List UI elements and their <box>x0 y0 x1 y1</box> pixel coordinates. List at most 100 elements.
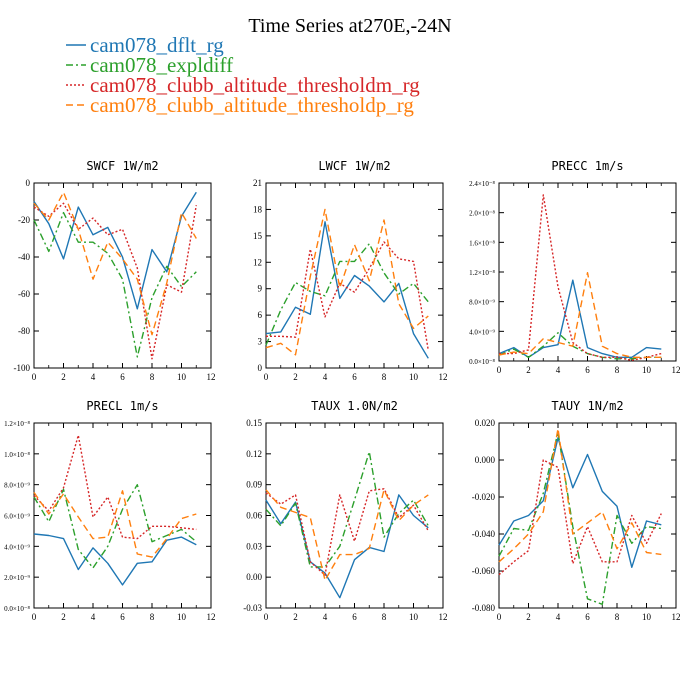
x-tick-label-4-5: 10 <box>409 612 419 622</box>
x-tick-label-0-4: 8 <box>150 372 155 382</box>
x-tick-label-4-0: 0 <box>264 612 269 622</box>
x-tick-label-0-6: 12 <box>207 372 216 382</box>
x-tick-label-0-3: 6 <box>120 372 125 382</box>
panel-2: PRECC 1m/s 0 2 4 6 8 10 12 0.0×10⁻⁸ 4.0×10⁻⁹ 8.0×1… <box>469 159 680 375</box>
x-tick-label-5-0: 0 <box>497 612 502 622</box>
y-tick-label-5-2: -0.040 <box>472 529 496 539</box>
plot-frame-4 <box>265 422 444 609</box>
plot-frame-5 <box>498 422 677 609</box>
series-line-1-3 <box>265 208 429 356</box>
series-line-5-0 <box>498 437 662 568</box>
x-tick-label-1-5: 10 <box>409 372 419 382</box>
y-tick-label-5-5: 0.020 <box>475 418 496 428</box>
plot-frame-3 <box>33 422 212 609</box>
panel-5: TAUY 1N/m2 0 2 4 6 8 10 12 -0.080 -0.060 -0.040 -0.… <box>472 399 681 622</box>
y-tick-label-3-4: 8.0×10⁻⁹ <box>4 482 30 490</box>
y-tick-label-1-6: 18 <box>253 204 263 214</box>
x-tick-label-5-5: 10 <box>642 612 652 622</box>
x-tick-label-5-3: 6 <box>585 612 590 622</box>
chart-panels: SWCF 1W/m20 2 4 6 8 10 12-100-80-60-40-200LWCF… <box>4 159 680 622</box>
y-tick-label-4-0: -0.03 <box>243 603 262 613</box>
y-tick-label-2-3: 1.2×10⁻⁸ <box>469 269 495 277</box>
x-tick-label-3-2: 4 <box>91 612 96 622</box>
y-tick-label-3-1: 2.0×10⁻⁹ <box>4 574 30 582</box>
y-tick-label-1-2: 6 <box>258 310 263 320</box>
series-line-3-3 <box>33 490 197 558</box>
y-tick-label-0-3: -40 <box>18 252 30 262</box>
panel-title-1: LWCF 1W/m2 <box>318 159 390 173</box>
legend-label-1: cam078_expldiff <box>90 53 233 77</box>
x-tick-label-5-2: 4 <box>556 612 561 622</box>
x-tick-label-1-4: 8 <box>382 372 387 382</box>
x-tick-label-2-2: 4 <box>556 365 561 375</box>
y-tick-label-3-3: 6.0×10⁻⁹ <box>4 513 30 521</box>
x-tick-label-1-6: 12 <box>439 372 448 382</box>
y-tick-label-1-1: 3 <box>258 337 263 347</box>
series-line-0-2 <box>33 202 197 360</box>
y-tick-label-4-4: 0.09 <box>246 480 262 490</box>
y-tick-label-2-1: 4.0×10⁻⁹ <box>469 328 495 336</box>
y-tick-label-4-3: 0.06 <box>246 511 262 521</box>
x-tick-label-5-6: 12 <box>672 612 681 622</box>
panel-3: PRECL 1m/s 0 2 4 6 8 10 12 0.0×10⁻⁸ 2.0×10⁻⁹ 4.0×1… <box>4 399 215 622</box>
panel-4: TAUX 1.0N/m2 0 2 4 6 8 10 12 -0.03 0.00 0.03 0.06 0.… <box>243 399 447 622</box>
series-line-4-2 <box>265 488 429 576</box>
x-tick-label-4-1: 2 <box>293 612 298 622</box>
series-line-3-1 <box>33 484 197 569</box>
y-tick-label-1-0: 0 <box>258 363 263 373</box>
series-line-1-1 <box>265 243 429 346</box>
x-tick-label-4-2: 4 <box>323 612 328 622</box>
x-tick-label-2-0: 0 <box>497 365 502 375</box>
legend-label-3: cam078_clubb_altitude_thresholdp_rg <box>90 93 414 117</box>
x-tick-label-4-3: 6 <box>352 612 357 622</box>
series-line-2-2 <box>499 194 662 361</box>
x-tick-label-4-4: 8 <box>382 612 387 622</box>
x-tick-label-3-5: 10 <box>177 612 187 622</box>
x-tick-label-2-6: 12 <box>672 365 681 375</box>
x-tick-label-3-4: 8 <box>150 612 155 622</box>
y-tick-label-2-4: 1.6×10⁻⁸ <box>469 239 495 247</box>
y-tick-label-0-0: -100 <box>14 363 31 373</box>
panel-0: SWCF 1W/m2 0 2 4 6 8 10 12 -100 -80 -60 -40 -20 0 <box>14 159 216 382</box>
y-tick-label-1-4: 12 <box>253 257 262 267</box>
y-tick-label-0-4: -20 <box>18 215 30 225</box>
y-tick-label-0-5: 0 <box>26 178 31 188</box>
series-line-3-2 <box>33 434 197 540</box>
y-tick-label-4-6: 0.15 <box>246 418 262 428</box>
series-line-5-1 <box>498 431 662 605</box>
x-tick-label-3-6: 12 <box>207 612 216 622</box>
y-tick-label-2-5: 2.0×10⁻⁸ <box>469 210 495 218</box>
x-tick-label-2-5: 10 <box>642 365 652 375</box>
series-line-0-1 <box>33 211 197 358</box>
panel-title-3: PRECL 1m/s <box>86 399 158 413</box>
panel-title-2: PRECC 1m/s <box>551 159 623 173</box>
y-tick-label-3-5: 1.0×10⁻⁸ <box>4 451 30 459</box>
y-tick-label-2-0: 0.0×10⁻⁸ <box>469 358 495 366</box>
series-line-4-1 <box>265 451 429 568</box>
series-line-2-3 <box>498 272 662 358</box>
y-tick-label-2-2: 8.0×10⁻⁹ <box>469 299 495 307</box>
x-tick-label-3-0: 0 <box>32 612 37 622</box>
y-tick-label-5-3: -0.020 <box>472 492 496 502</box>
legend-label-2: cam078_clubb_altitude_thresholdm_rg <box>90 73 420 97</box>
y-tick-label-0-2: -60 <box>18 289 30 299</box>
series-line-1-2 <box>266 241 429 351</box>
y-tick-label-3-0: 0.0×10⁻⁸ <box>4 605 30 613</box>
x-tick-label-1-2: 4 <box>323 372 328 382</box>
series-line-4-3 <box>265 489 429 581</box>
y-tick-label-4-2: 0.03 <box>246 541 262 551</box>
x-tick-label-5-1: 2 <box>526 612 531 622</box>
panel-title-5: TAUY 1N/m2 <box>551 399 623 413</box>
figure-title: Time Series at270E,-24N <box>248 15 451 37</box>
y-tick-label-5-4: 0.000 <box>475 455 496 465</box>
x-tick-label-4-6: 12 <box>439 612 448 622</box>
y-tick-label-1-3: 9 <box>258 284 263 294</box>
series-line-5-3 <box>498 427 662 563</box>
y-tick-label-1-7: 21 <box>253 178 262 188</box>
y-tick-label-5-0: -0.080 <box>472 603 496 613</box>
panel-title-4: TAUX 1.0N/m2 <box>311 399 398 413</box>
x-tick-label-1-0: 0 <box>264 372 269 382</box>
x-tick-label-1-3: 6 <box>352 372 357 382</box>
x-tick-label-0-1: 2 <box>61 372 66 382</box>
